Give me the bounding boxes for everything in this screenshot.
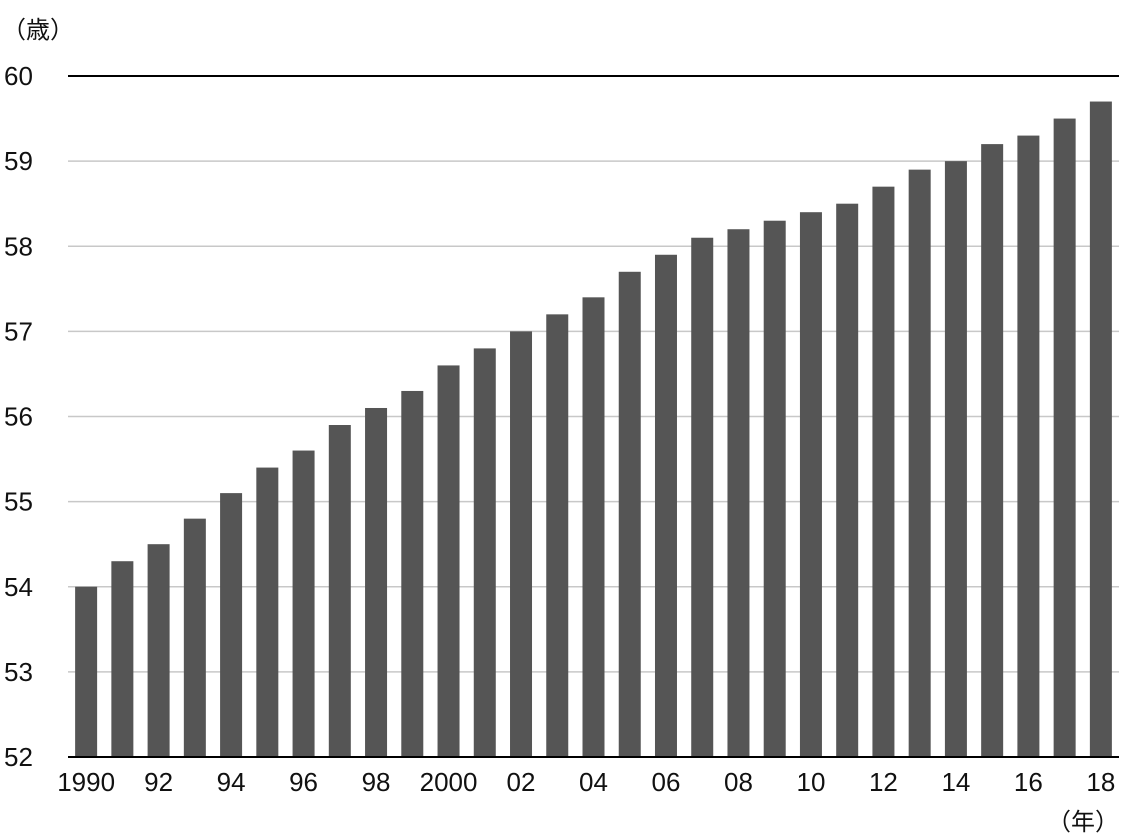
bar-1995 [256, 467, 279, 757]
bar-1992 [147, 544, 170, 757]
x-tick-labels: 1990 92 94 96 98 2000 02 04 06 08 10 12 14 16 18 [57, 767, 1115, 797]
x-tick-label: 14 [941, 767, 970, 797]
bar-2012 [872, 186, 895, 758]
bar-1994 [220, 493, 243, 757]
bar-2010 [799, 212, 822, 757]
bars [75, 101, 1112, 758]
x-tick-label: 04 [579, 767, 608, 797]
y-tick-label: 57 [4, 316, 33, 346]
x-tick-label: 2000 [420, 767, 478, 797]
y-tick-label: 55 [4, 487, 33, 517]
x-tick-label: 08 [724, 767, 753, 797]
bar-2013 [908, 169, 931, 757]
bar-1997 [328, 425, 351, 757]
bar-2016 [1017, 135, 1040, 757]
y-axis-unit-label: （歳） [2, 17, 74, 44]
y-tick-label: 52 [4, 742, 33, 772]
x-tick-label: 92 [144, 767, 173, 797]
x-tick-label: 16 [1014, 767, 1043, 797]
y-tick-labels: 52 53 54 55 56 57 58 59 60 [4, 61, 33, 772]
bar-2005 [618, 271, 641, 757]
bar-2006 [654, 254, 677, 757]
bar-1998 [365, 407, 388, 757]
bar-1990 [75, 586, 98, 757]
bar-1993 [183, 518, 206, 757]
bar-2009 [763, 220, 786, 757]
y-tick-label: 56 [4, 402, 33, 432]
bar-2018 [1089, 101, 1112, 758]
x-tick-label: 12 [869, 767, 898, 797]
y-tick-label: 54 [4, 572, 33, 602]
x-axis-unit-label: （年） [1047, 809, 1119, 835]
bar-2011 [836, 203, 859, 757]
x-tick-label: 96 [289, 767, 318, 797]
x-tick-label: 06 [652, 767, 681, 797]
y-tick-label: 53 [4, 657, 33, 687]
y-tick-label: 58 [4, 231, 33, 261]
y-tick-label: 60 [4, 61, 33, 91]
bar-2001 [473, 348, 496, 757]
x-tick-label: 18 [1086, 767, 1115, 797]
bar-2015 [981, 144, 1004, 758]
x-tick-label: 02 [507, 767, 536, 797]
x-tick-label: 10 [796, 767, 825, 797]
bar-2004 [582, 297, 605, 757]
x-tick-label: 94 [217, 767, 246, 797]
x-tick-label: 1990 [57, 767, 115, 797]
bar-2002 [510, 331, 533, 757]
y-tick-label: 59 [4, 146, 33, 176]
bar-2014 [944, 161, 967, 757]
bar-1999 [401, 390, 424, 757]
bar-1991 [111, 561, 134, 757]
bar-2007 [691, 237, 714, 758]
bar-2017 [1053, 118, 1076, 757]
bar-2008 [727, 229, 750, 758]
bar-2000 [437, 365, 460, 757]
bar-1996 [292, 450, 315, 757]
bar-2003 [546, 314, 569, 757]
x-tick-label: 98 [362, 767, 391, 797]
